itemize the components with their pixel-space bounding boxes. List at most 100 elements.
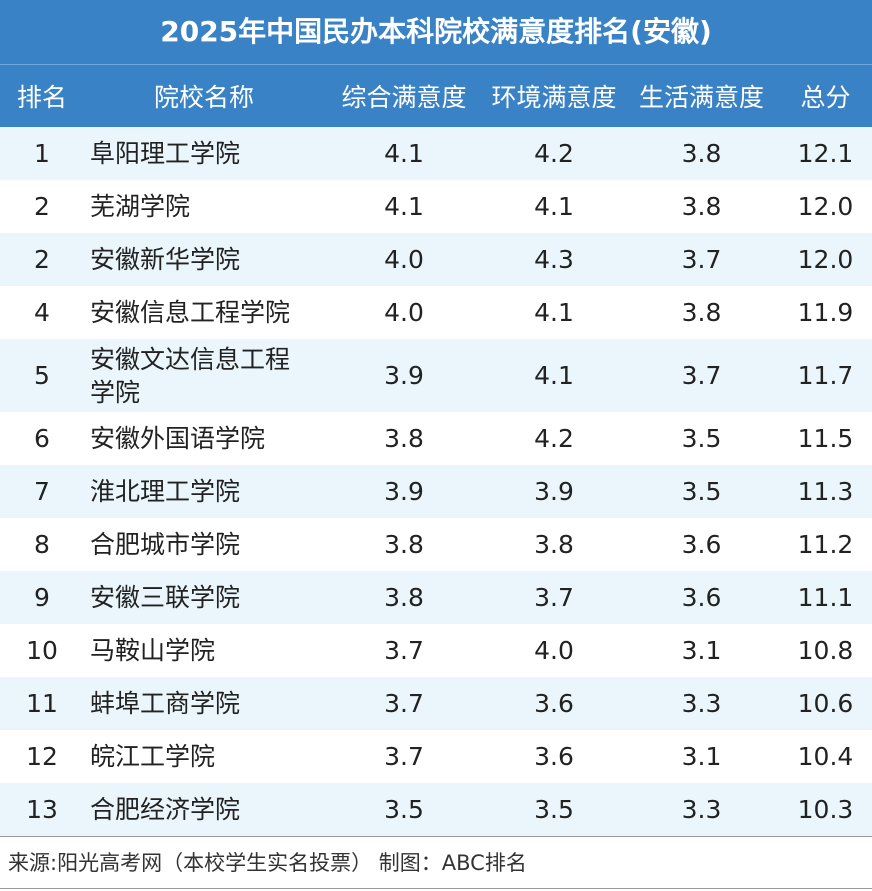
- bottom-divider: [0, 888, 872, 889]
- cell-life: 3.5: [624, 424, 779, 453]
- cell-total: 11.5: [779, 424, 872, 453]
- table-row: 12 皖江工学院 3.7 3.6 3.1 10.4: [0, 730, 872, 783]
- table-row: 6 安徽外国语学院 3.8 4.2 3.5 11.5: [0, 412, 872, 465]
- table-row: 10 马鞍山学院 3.7 4.0 3.1 10.8: [0, 624, 872, 677]
- cell-name: 合肥城市学院: [84, 528, 324, 561]
- cell-environment: 3.8: [484, 530, 624, 559]
- cell-life: 3.7: [624, 361, 779, 390]
- cell-life: 3.6: [624, 583, 779, 612]
- header-environment: 环境满意度: [484, 78, 624, 114]
- cell-rank: 5: [0, 361, 84, 390]
- cell-total: 12.0: [779, 192, 872, 221]
- cell-overall: 3.8: [324, 583, 484, 612]
- table-body: 1 阜阳理工学院 4.1 4.2 3.8 12.1 2 芜湖学院 4.1 4.1…: [0, 127, 872, 836]
- cell-total: 10.3: [779, 795, 872, 824]
- cell-life: 3.3: [624, 689, 779, 718]
- cell-environment: 4.1: [484, 192, 624, 221]
- cell-environment: 3.6: [484, 742, 624, 771]
- table-row: 8 合肥城市学院 3.8 3.8 3.6 11.2: [0, 518, 872, 571]
- cell-overall: 3.8: [324, 530, 484, 559]
- cell-environment: 3.9: [484, 477, 624, 506]
- table-header-row: 排名 院校名称 综合满意度 环境满意度 生活满意度 总分: [0, 64, 872, 127]
- cell-overall: 4.1: [324, 139, 484, 168]
- cell-name: 安徽文达信息工程学院: [84, 343, 324, 409]
- cell-name: 芜湖学院: [84, 190, 324, 223]
- cell-overall: 3.7: [324, 742, 484, 771]
- cell-life: 3.8: [624, 298, 779, 327]
- cell-life: 3.1: [624, 636, 779, 665]
- cell-total: 12.1: [779, 139, 872, 168]
- cell-environment: 4.0: [484, 636, 624, 665]
- table-row: 4 安徽信息工程学院 4.0 4.1 3.8 11.9: [0, 286, 872, 339]
- cell-rank: 2: [0, 192, 84, 221]
- cell-life: 3.3: [624, 795, 779, 824]
- cell-overall: 4.0: [324, 245, 484, 274]
- cell-life: 3.7: [624, 245, 779, 274]
- cell-total: 12.0: [779, 245, 872, 274]
- cell-rank: 1: [0, 139, 84, 168]
- cell-rank: 10: [0, 636, 84, 665]
- cell-overall: 3.7: [324, 689, 484, 718]
- cell-name: 皖江工学院: [84, 740, 324, 773]
- cell-environment: 3.6: [484, 689, 624, 718]
- cell-rank: 11: [0, 689, 84, 718]
- cell-total: 11.2: [779, 530, 872, 559]
- cell-name: 马鞍山学院: [84, 634, 324, 667]
- table-row: 2 安徽新华学院 4.0 4.3 3.7 12.0: [0, 233, 872, 286]
- table-row: 1 阜阳理工学院 4.1 4.2 3.8 12.1: [0, 127, 872, 180]
- cell-environment: 3.7: [484, 583, 624, 612]
- cell-name: 安徽新华学院: [84, 243, 324, 276]
- cell-total: 10.8: [779, 636, 872, 665]
- cell-overall: 3.8: [324, 424, 484, 453]
- header-total: 总分: [779, 78, 872, 114]
- cell-environment: 4.1: [484, 361, 624, 390]
- cell-rank: 12: [0, 742, 84, 771]
- cell-life: 3.1: [624, 742, 779, 771]
- cell-total: 11.9: [779, 298, 872, 327]
- cell-environment: 4.3: [484, 245, 624, 274]
- cell-life: 3.8: [624, 192, 779, 221]
- cell-name: 安徽信息工程学院: [84, 296, 324, 329]
- cell-environment: 3.5: [484, 795, 624, 824]
- cell-life: 3.8: [624, 139, 779, 168]
- cell-name: 安徽三联学院: [84, 581, 324, 614]
- cell-rank: 4: [0, 298, 84, 327]
- cell-name: 合肥经济学院: [84, 793, 324, 826]
- table-row: 13 合肥经济学院 3.5 3.5 3.3 10.3: [0, 783, 872, 836]
- header-name: 院校名称: [84, 78, 324, 114]
- source-note: 来源:阳光高考网（本校学生实名投票） 制图：ABC排名: [0, 836, 872, 891]
- cell-overall: 3.5: [324, 795, 484, 824]
- cell-environment: 4.1: [484, 298, 624, 327]
- table-row: 9 安徽三联学院 3.8 3.7 3.6 11.1: [0, 571, 872, 624]
- cell-overall: 3.9: [324, 361, 484, 390]
- cell-overall: 3.7: [324, 636, 484, 665]
- cell-rank: 6: [0, 424, 84, 453]
- header-rank: 排名: [0, 78, 84, 114]
- cell-rank: 8: [0, 530, 84, 559]
- cell-environment: 4.2: [484, 424, 624, 453]
- table-row: 5 安徽文达信息工程学院 3.9 4.1 3.7 11.7: [0, 339, 872, 412]
- cell-rank: 7: [0, 477, 84, 506]
- table-title: 2025年中国民办本科院校满意度排名(安徽): [0, 0, 872, 64]
- cell-environment: 4.2: [484, 139, 624, 168]
- header-life: 生活满意度: [624, 78, 779, 114]
- cell-overall: 4.1: [324, 192, 484, 221]
- cell-name: 安徽外国语学院: [84, 422, 324, 455]
- cell-rank: 9: [0, 583, 84, 612]
- cell-total: 11.1: [779, 583, 872, 612]
- cell-name: 阜阳理工学院: [84, 137, 324, 170]
- header-overall: 综合满意度: [324, 78, 484, 114]
- cell-overall: 3.9: [324, 477, 484, 506]
- cell-rank: 13: [0, 795, 84, 824]
- cell-total: 11.7: [779, 361, 872, 390]
- cell-total: 10.4: [779, 742, 872, 771]
- cell-total: 11.3: [779, 477, 872, 506]
- cell-life: 3.6: [624, 530, 779, 559]
- table-row: 7 淮北理工学院 3.9 3.9 3.5 11.3: [0, 465, 872, 518]
- cell-life: 3.5: [624, 477, 779, 506]
- cell-overall: 4.0: [324, 298, 484, 327]
- cell-rank: 2: [0, 245, 84, 274]
- cell-name: 蚌埠工商学院: [84, 687, 324, 720]
- cell-total: 10.6: [779, 689, 872, 718]
